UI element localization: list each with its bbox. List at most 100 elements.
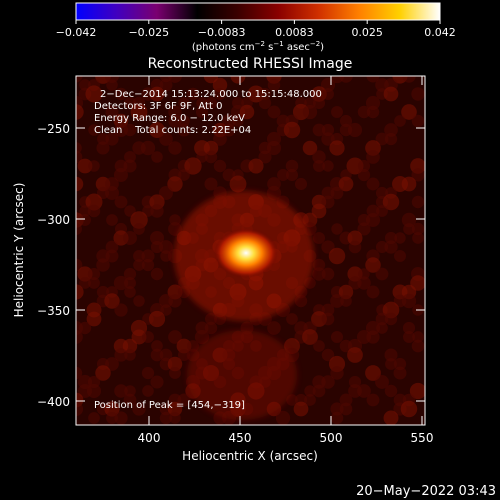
image-ripple (124, 151, 136, 163)
image-ripple (366, 150, 380, 164)
image-ripple (86, 383, 102, 399)
image-ripple (123, 393, 137, 407)
image-ripple (331, 106, 343, 118)
image-ripple (88, 160, 100, 172)
image-ripple (167, 356, 183, 372)
image-ripple (312, 267, 326, 281)
image-ripple (167, 176, 183, 192)
image-ripple (412, 232, 424, 244)
image-ripple (267, 78, 281, 92)
image-ripple (384, 240, 398, 254)
image-ripple (186, 87, 200, 101)
image-ripple (96, 285, 110, 299)
image-ripple (383, 86, 399, 102)
image-ripple (105, 249, 119, 263)
image-ripple (123, 267, 137, 281)
y-tick-label: −350 (37, 304, 70, 318)
image-ripple (357, 276, 371, 290)
image-ripple (113, 122, 129, 138)
image-ripple (168, 141, 182, 155)
image-ripple (330, 411, 344, 425)
image-ripple (169, 367, 181, 379)
image-ripple (79, 277, 91, 289)
image-ripple (312, 159, 326, 173)
image-ripple (178, 115, 190, 127)
image-ripple (104, 293, 120, 309)
image-ripple (294, 294, 308, 308)
image-ripple (339, 76, 353, 83)
image-ripple (150, 204, 164, 218)
image-ripple (239, 104, 255, 120)
image-ripple (105, 240, 119, 254)
colorbar: −0.042 −0.025 −0.0083 0.0083 0.025 0.042… (56, 2, 456, 53)
image-ripple (85, 193, 103, 211)
image-ripple (365, 257, 381, 273)
image-ripple (79, 214, 91, 226)
image-ripple (104, 185, 120, 201)
image-ripple (366, 330, 380, 344)
image-ripple (402, 76, 416, 83)
y-axis-label: Heliocentric Y (arcsec) (12, 183, 26, 318)
image-ripple (124, 349, 136, 361)
x-tick-label: 450 (229, 431, 252, 445)
image-ripple (302, 329, 318, 345)
image-ripple (331, 223, 343, 235)
image-ripple (113, 167, 129, 183)
image-ripple (302, 104, 318, 120)
image-ripple (196, 151, 208, 163)
image-ripple (266, 140, 282, 156)
image-ripple (348, 240, 362, 254)
image-ripple (357, 222, 371, 236)
image-ripple (114, 195, 128, 209)
image-ripple (204, 321, 218, 335)
image-ripple (258, 96, 272, 110)
axis-ticks (76, 76, 425, 425)
image-ripple (248, 158, 264, 174)
image-ripples (76, 76, 425, 425)
image-ripple (384, 123, 398, 137)
image-ripple (158, 185, 174, 201)
image-ripple (322, 160, 334, 172)
image-ripple (168, 330, 182, 344)
image-ripple (204, 150, 218, 164)
image-ripple (346, 157, 364, 175)
image-ripple (168, 114, 182, 128)
image-ripple (88, 124, 100, 136)
image-ripple (312, 96, 326, 110)
image-ripple (130, 103, 148, 121)
image-ripple (393, 366, 407, 380)
image-ripple (304, 385, 316, 397)
x-tick-label: 500 (320, 431, 343, 445)
image-ripple (393, 357, 407, 371)
image-ripple (267, 321, 281, 335)
image-ripple (96, 258, 110, 272)
image-ripple (328, 247, 346, 265)
image-ripple (229, 175, 247, 193)
image-ripple (169, 412, 181, 424)
image-ripple (321, 303, 335, 317)
image-ripple (203, 140, 219, 156)
image-ripple (106, 79, 118, 91)
image-ripple (123, 123, 137, 137)
info-time-range: 2−Dec−2014 15:13:24.000 to 15:15:48.000 (100, 89, 322, 100)
footer-timestamp: 20−May−2022 03:43 (356, 484, 496, 499)
info-clean-counts: Clean Total counts: 2.22E+04 (94, 125, 251, 136)
image-ripple (321, 132, 335, 146)
image-ripple (114, 87, 128, 101)
image-ripple (394, 115, 406, 127)
image-ripple (402, 321, 416, 335)
y-tick-label: −250 (37, 122, 70, 136)
image-ripple (167, 401, 183, 417)
image-ripple (184, 157, 202, 175)
image-ripple (321, 312, 335, 326)
image-ripple (76, 330, 83, 344)
image-ripple (411, 87, 425, 101)
colorbar-tick-label: −0.025 (128, 26, 169, 39)
x-tick-label: 400 (138, 431, 161, 445)
image-ripple (86, 311, 102, 327)
image-ripple (384, 231, 398, 245)
image-ripple (311, 86, 327, 102)
image-lower-glow (187, 330, 297, 420)
image-ripple (393, 249, 407, 263)
image-ripple (151, 151, 163, 163)
